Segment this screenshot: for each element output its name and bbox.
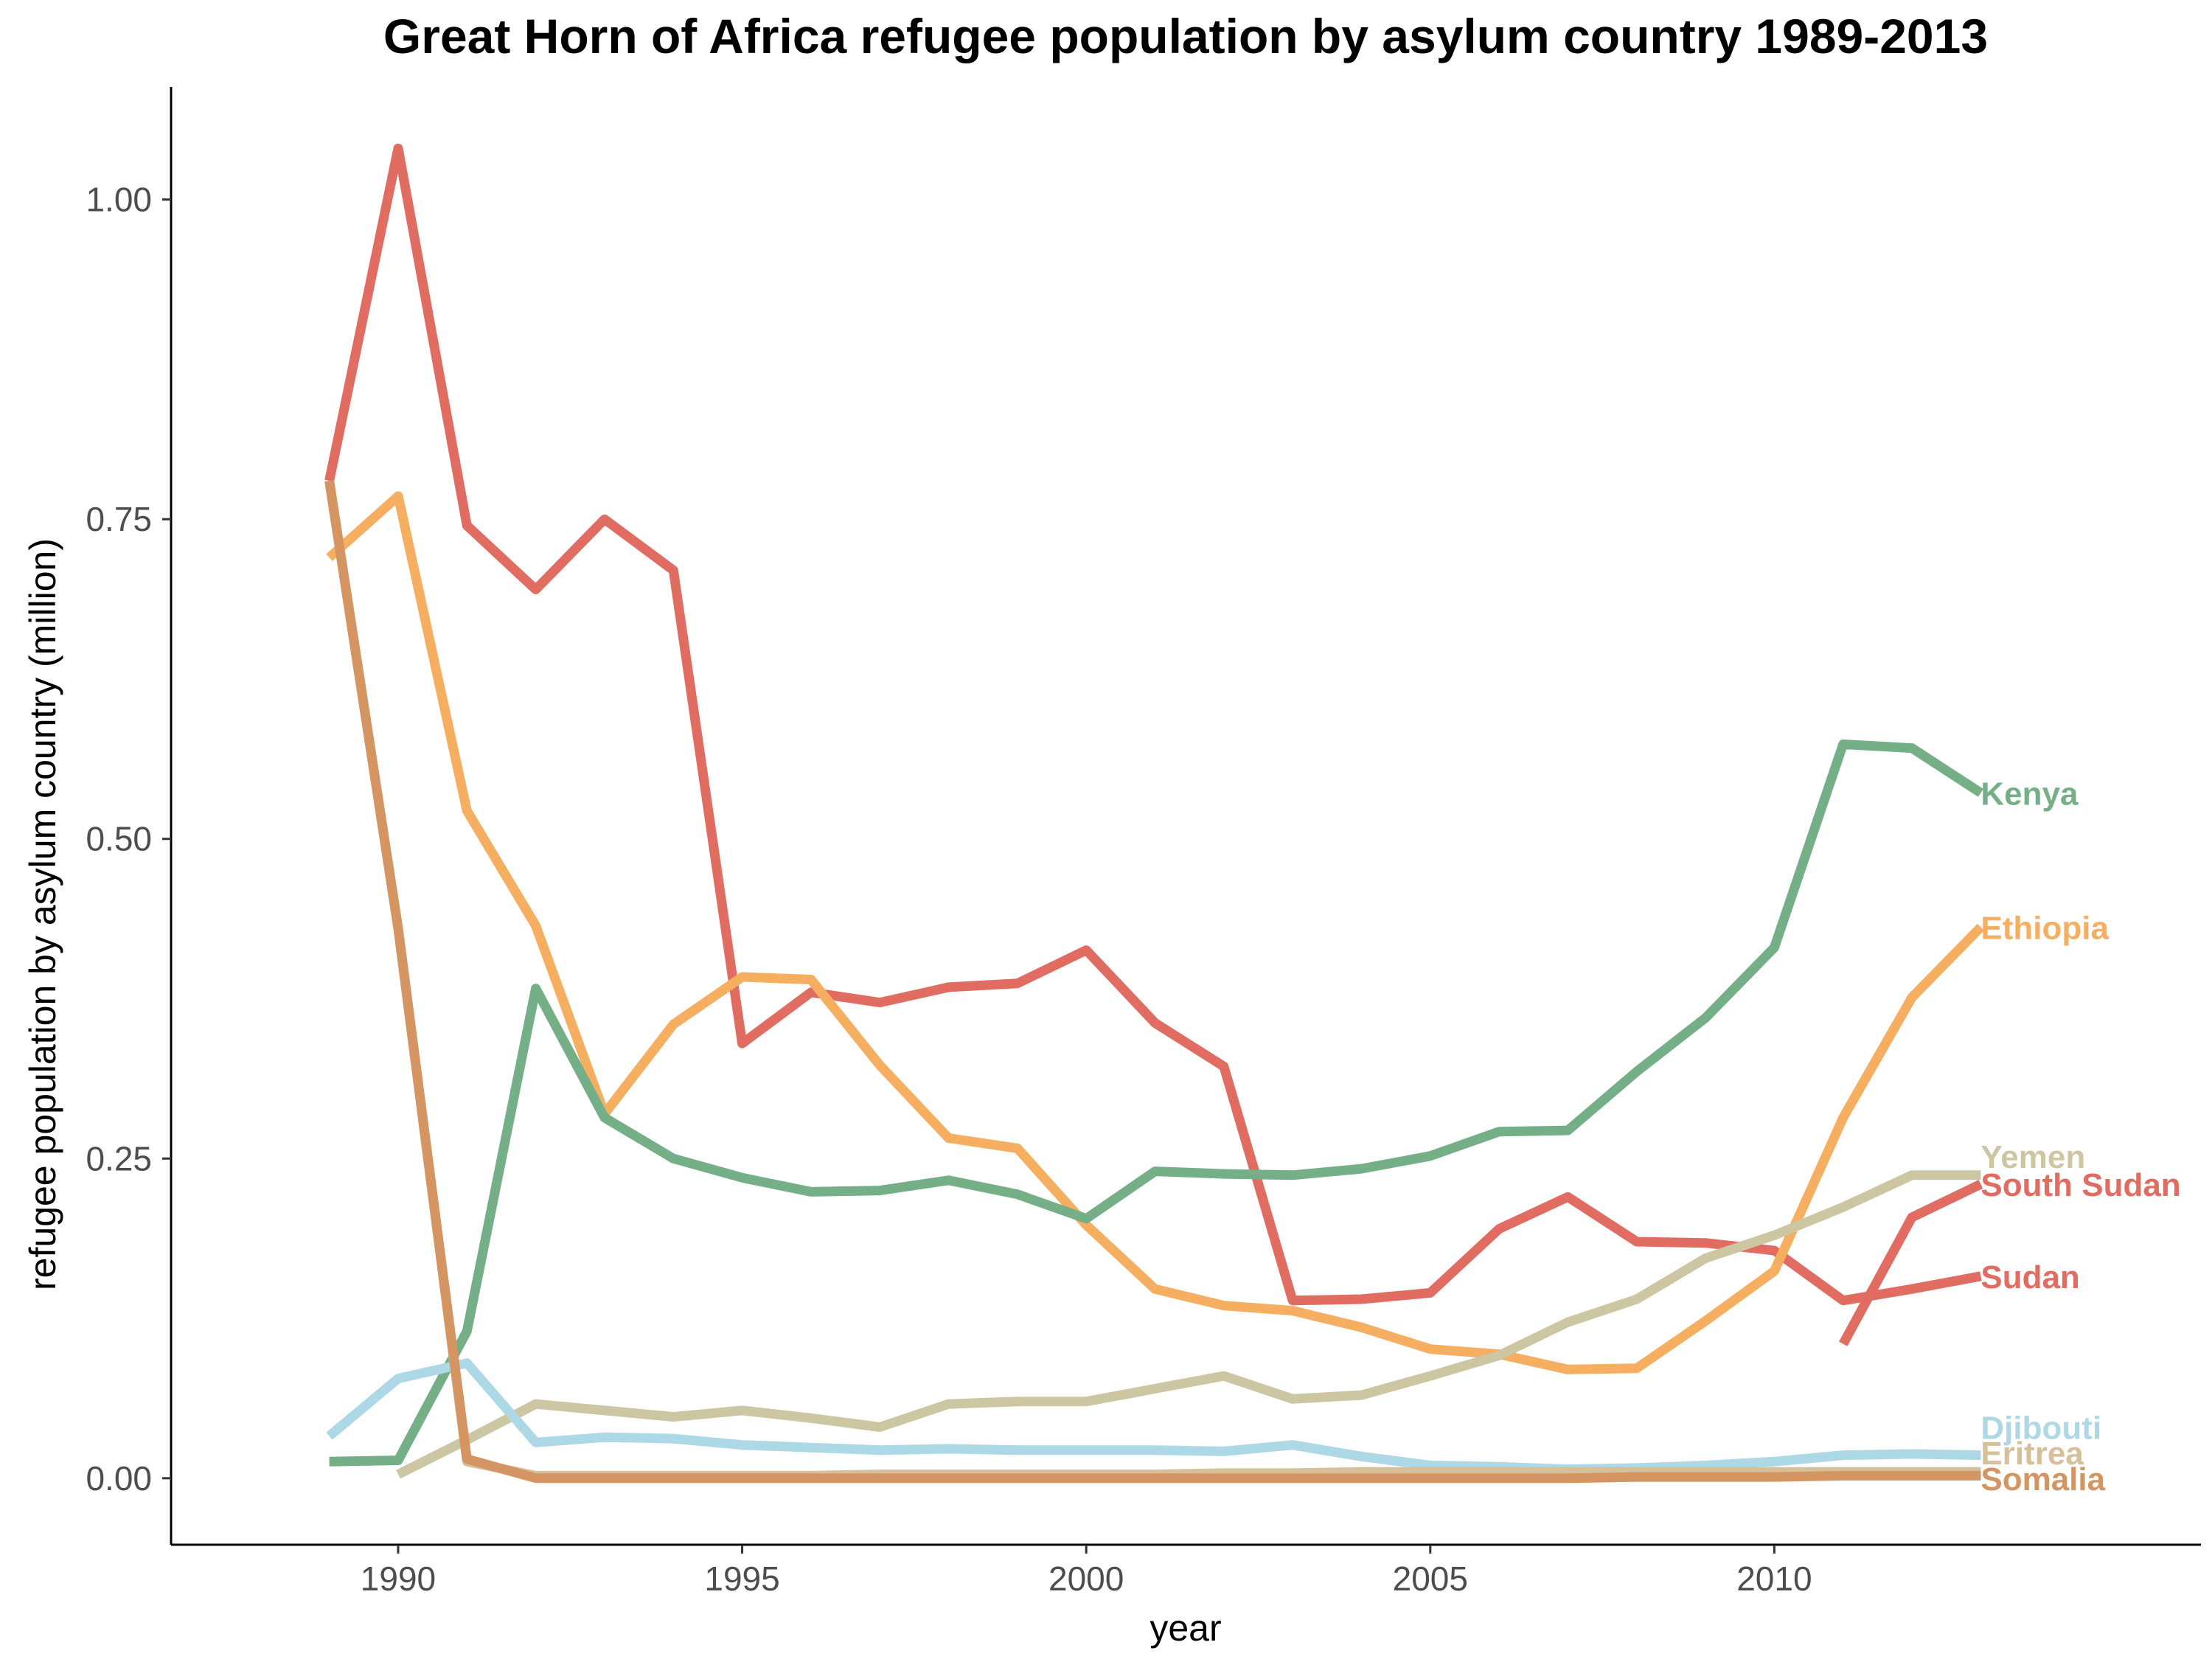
series-line-eritrea <box>324 480 1981 1481</box>
series-lines <box>324 143 1985 1484</box>
series-label-djibouti: Djibouti <box>1980 1410 2101 1446</box>
series-label-yemen: Yemen <box>1980 1139 2085 1175</box>
x-tick-label: 2010 <box>1736 1559 1812 1598</box>
series-label-south-sudan: South Sudan <box>1980 1167 2180 1203</box>
x-axis-ticks: 1990 1995 2000 2005 2010 <box>361 1545 1812 1598</box>
x-tick-label: 2005 <box>1393 1559 1468 1598</box>
series-line-somalia <box>324 480 1981 1484</box>
series-line-djibouti <box>326 1358 1981 1475</box>
x-tick-label: 2000 <box>1048 1559 1124 1598</box>
y-axis-title: refugee population by asylum country (mi… <box>22 538 63 1290</box>
y-tick-label: 0.75 <box>86 500 152 538</box>
chart-title: Great Horn of Africa refugee population … <box>383 9 1988 63</box>
series-line-yemen <box>396 1170 1981 1479</box>
series-line-sudan <box>324 143 1982 1306</box>
series-label-kenya: Kenya <box>1980 776 2079 812</box>
y-tick-label: 1.00 <box>86 181 152 219</box>
y-tick-label: 0.25 <box>86 1139 152 1178</box>
x-tick-label: 1995 <box>704 1559 779 1598</box>
series-label-eritrea: Eritrea <box>1980 1436 2084 1472</box>
series-label-ethiopia: Ethiopia <box>1980 910 2109 946</box>
series-line-south-sudan <box>1838 1180 1983 1346</box>
series-label-sudan: Sudan <box>1980 1259 2079 1295</box>
x-axis-title: year <box>1150 1607 1221 1649</box>
x-tick-label: 1990 <box>361 1559 436 1598</box>
series-label-somalia: Somalia <box>1980 1461 2105 1498</box>
series-line-ethiopia <box>326 491 1985 1374</box>
y-tick-label: 0.00 <box>86 1459 152 1498</box>
y-axis-ticks: 0.00 0.25 0.50 0.75 1.00 <box>86 181 171 1498</box>
series-line-kenya <box>329 739 1983 1467</box>
y-tick-label: 0.50 <box>86 820 152 858</box>
